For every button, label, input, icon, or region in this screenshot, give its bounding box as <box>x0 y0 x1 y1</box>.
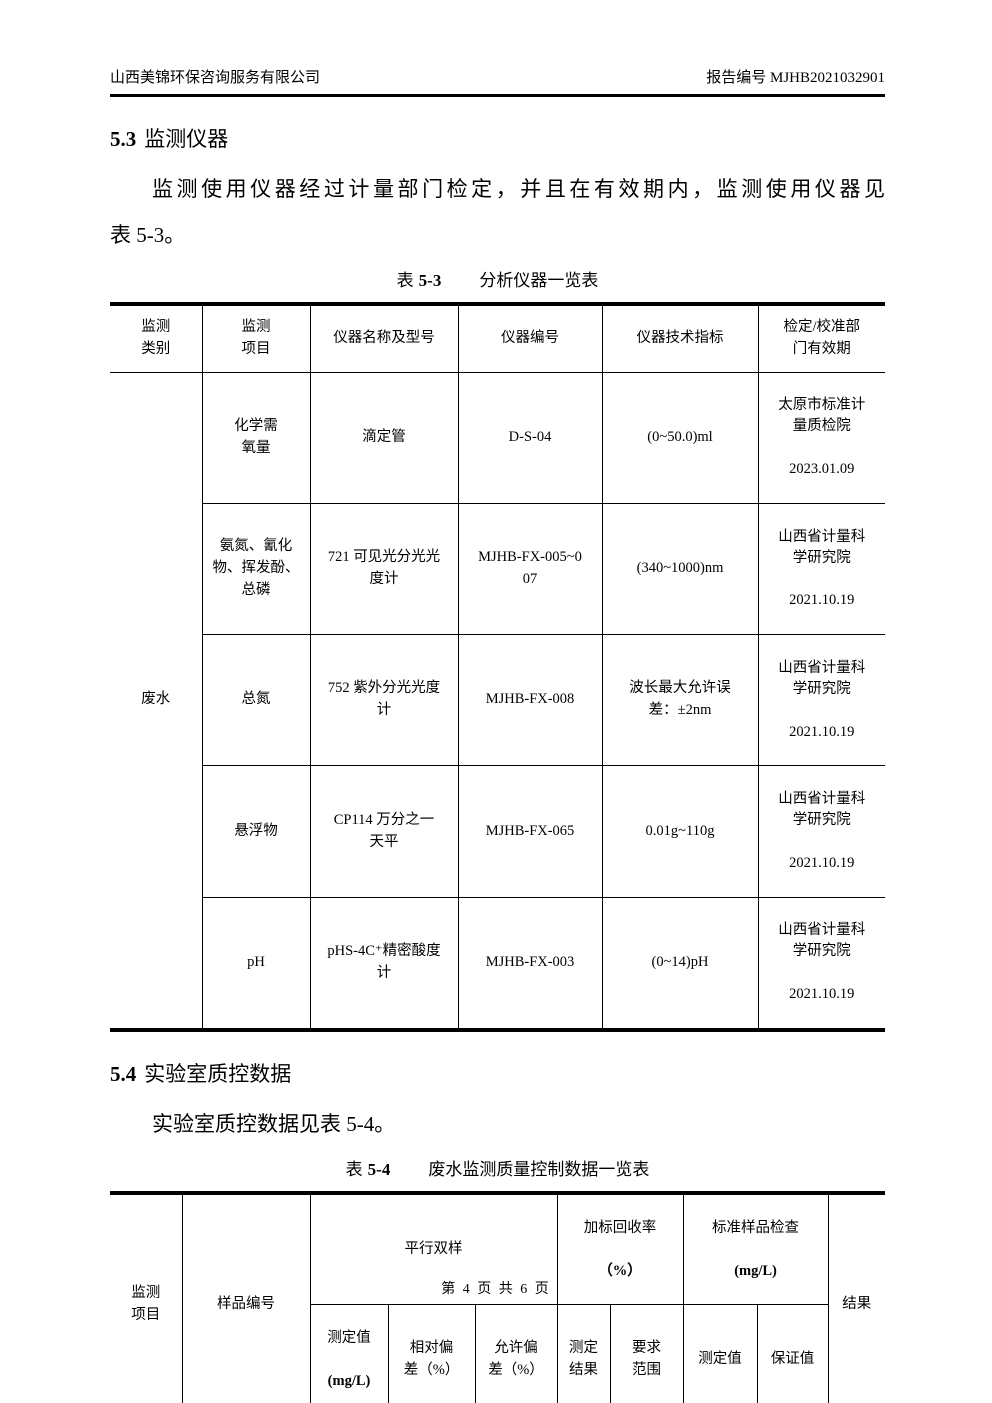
table-subheader-row: 测定值 (mg/L) 相对偏 差（%） 允许偏 差（%） 测定 结果 要求 范围… <box>110 1304 885 1403</box>
cell-spec: 波长最大允许误 差：±2nm <box>601 634 759 767</box>
caption-title: 废水监测质量控制数据一览表 <box>428 1159 650 1179</box>
valid-date: 2021.10.19 <box>789 592 855 609</box>
col-header-sample-no: 样品编号 <box>181 1192 311 1403</box>
dept-name: 太原市标准计 量质检院 <box>778 397 866 435</box>
group-unit: （%） <box>598 1262 642 1279</box>
cell-dept: 山西省计量科 学研究院 2021.10.19 <box>757 502 885 636</box>
report-number: 报告编号 MJHB2021032901 <box>706 70 885 86</box>
col-header-code: 仪器编号 <box>457 303 603 373</box>
paragraph-line: 表 5-3。 <box>110 223 186 247</box>
group-label: 加标回收率 <box>583 1219 657 1236</box>
cell-instrument: 752 紫外分光光度 计 <box>309 634 459 767</box>
col-header-measured-value: 测定值 (mg/L) <box>309 1304 389 1403</box>
dept-name: 山西省计量科 学研究院 <box>778 659 866 697</box>
section-number: 5.4 <box>110 1061 137 1086</box>
group-label: 标准样品检查 <box>712 1219 800 1236</box>
section-title: 实验室质控数据 <box>144 1061 292 1086</box>
table-row: 废水 化学需 氧量 滴定管 D-S-04 (0~50.0)ml 太原市标准计 量… <box>110 371 885 1031</box>
paragraph-line: 实验室质控数据见表 5-4。 <box>152 1111 396 1136</box>
cell-code: D-S-04 <box>457 371 603 504</box>
caption-number: 5-4 <box>367 1159 391 1179</box>
cell-dept: 山西省计量科 学研究院 2021.10.19 <box>757 765 885 898</box>
table-row: 悬浮物 CP114 万分之一 天平 MJHB-FX-065 0.01g~110g… <box>110 765 885 898</box>
cell-dept: 太原市标准计 量质检院 2023.01.09 <box>757 371 885 504</box>
col-header-result: 结果 <box>827 1192 886 1403</box>
table-row: 总氮 752 紫外分光光度 计 MJHB-FX-008 波长最大允许误 差：±2… <box>110 634 885 767</box>
cell-instrument: pHS-4C⁺精密酸度 计 <box>309 896 459 1031</box>
qc-data-table: 监测 项目 样品编号 平行双样 加标回收率 （%） 标准样品检查 (mg/L) … <box>110 1190 886 1403</box>
cell-code: MJHB-FX-005~0 07 <box>457 502 603 636</box>
cell-spec: 0.01g~110g <box>601 765 759 898</box>
table-row: pH pHS-4C⁺精密酸度 计 MJHB-FX-003 (0~14)pH 山西… <box>110 896 885 1031</box>
col-header-item: 监测 项目 <box>110 1192 183 1403</box>
cell-spec: (340~1000)nm <box>601 502 759 636</box>
cell-item: 化学需 氧量 <box>201 371 311 504</box>
section-number: 5.3 <box>110 127 137 151</box>
section-5-3-paragraph: 监测使用仪器经过计量部门检定，并且在有效期内，监测使用仪器见 表 5-3。 <box>110 175 885 250</box>
col-header-allowed-deviation: 允许偏 差（%） <box>474 1304 558 1403</box>
cell-dept: 山西省计量科 学研究院 2021.10.19 <box>757 634 885 767</box>
col-header-item: 监测 项目 <box>201 303 311 373</box>
group-header-standard: 标准样品检查 (mg/L) <box>682 1192 829 1306</box>
cell-code: MJHB-FX-065 <box>457 765 603 898</box>
cell-spec: (0~14)pH <box>601 896 759 1031</box>
valid-date: 2021.10.19 <box>789 723 855 740</box>
col-header-spec: 仪器技术指标 <box>601 303 759 373</box>
cell-item: 悬浮物 <box>201 765 311 898</box>
cell-item: 氨氮、氰化 物、挥发酚、 总磷 <box>201 502 311 636</box>
dept-name: 山西省计量科 学研究院 <box>778 922 866 960</box>
valid-date: 2021.10.19 <box>789 986 855 1003</box>
cell-dept: 山西省计量科 学研究院 2021.10.19 <box>757 896 885 1031</box>
col-header-dept: 检定/校准部 门有效期 <box>757 303 885 373</box>
table-header-row: 监测 项目 样品编号 平行双样 加标回收率 （%） 标准样品检查 (mg/L) … <box>110 1192 886 1403</box>
col-header-spike-result: 测定 结果 <box>556 1304 611 1403</box>
cell-instrument: CP114 万分之一 天平 <box>309 765 459 898</box>
cell-code: MJHB-FX-003 <box>457 896 603 1031</box>
sub-label: 测定值 <box>327 1330 371 1347</box>
table-5-3-caption: 表 5-3 分析仪器一览表 <box>110 266 885 291</box>
table-header-row: 监测 类别 监测 项目 仪器名称及型号 仪器编号 仪器技术指标 检定/校准部 门… <box>110 303 885 373</box>
col-header-relative-deviation: 相对偏 差（%） <box>387 1304 476 1403</box>
valid-date: 2021.10.19 <box>789 854 855 871</box>
dept-name: 山西省计量科 学研究院 <box>778 528 866 566</box>
page-footer: 第 4 页 共 6 页 <box>0 1278 992 1298</box>
col-header-spike-range: 要求 范围 <box>609 1304 684 1403</box>
col-header-instrument: 仪器名称及型号 <box>309 303 459 373</box>
valid-date: 2023.01.09 <box>789 461 855 478</box>
section-heading-5-3: 5.3 监测仪器 <box>110 123 885 153</box>
section-heading-5-4: 5.4 实验室质控数据 <box>110 1058 885 1088</box>
col-header-std-measured: 测定值 <box>682 1304 758 1403</box>
section-title: 监测仪器 <box>144 127 229 151</box>
paragraph-line: 监测使用仪器经过计量部门检定，并且在有效期内，监测使用仪器见 <box>152 177 885 201</box>
page-number: 第 4 页 共 6 页 <box>441 1282 551 1297</box>
caption-prefix: 表 <box>396 271 414 290</box>
caption-prefix: 表 <box>345 1159 363 1179</box>
caption-number: 5-3 <box>418 271 442 290</box>
cell-item: 总氮 <box>201 634 311 767</box>
instruments-table: 监测 类别 监测 项目 仪器名称及型号 仪器编号 仪器技术指标 检定/校准部 门… <box>110 302 885 1032</box>
table-row: 氨氮、氰化 物、挥发酚、 总磷 721 可见光分光光 度计 MJHB-FX-00… <box>110 502 885 636</box>
sub-unit: (mg/L) <box>327 1372 371 1389</box>
cell-item: pH <box>201 896 311 1031</box>
table-5-4-caption: 表 5-4 废水监测质量控制数据一览表 <box>110 1155 885 1180</box>
cell-instrument: 滴定管 <box>309 371 459 504</box>
cell-spec: (0~50.0)ml <box>601 371 759 504</box>
cell-code: MJHB-FX-008 <box>457 634 603 767</box>
page-header: 山西美锦环保咨询服务有限公司 报告编号 MJHB2021032901 <box>110 66 885 97</box>
col-header-category: 监测 类别 <box>110 303 203 373</box>
company-name: 山西美锦环保咨询服务有限公司 <box>110 70 321 86</box>
group-header-spike: 加标回收率 （%） <box>556 1192 684 1306</box>
caption-title: 分析仪器一览表 <box>479 271 599 290</box>
col-header-std-certified: 保证值 <box>756 1304 829 1403</box>
section-5-4-paragraph: 实验室质控数据见表 5-4。 <box>110 1110 885 1139</box>
group-unit: (mg/L) <box>734 1262 777 1279</box>
dept-name: 山西省计量科 学研究院 <box>778 791 866 829</box>
cell-instrument: 721 可见光分光光 度计 <box>309 502 459 636</box>
cell-category: 废水 <box>110 371 203 1031</box>
